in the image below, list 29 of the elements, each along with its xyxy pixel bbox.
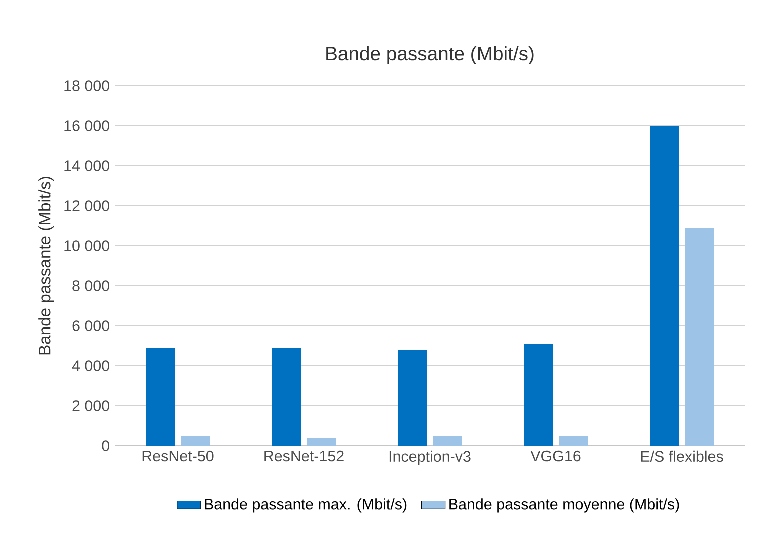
bar	[181, 436, 210, 446]
x-tick-label: VGG16	[530, 450, 581, 462]
bar	[685, 228, 714, 446]
y-tick-label: 16 000	[64, 120, 110, 132]
bar	[146, 348, 175, 446]
y-tick-label: 8 000	[72, 280, 110, 292]
y-tick-label: 14 000	[64, 160, 110, 172]
bar	[524, 344, 554, 446]
bar	[559, 436, 588, 446]
y-axis-title: Bande passante (Mbit/s)	[38, 177, 54, 355]
x-tick-label: ResNet-152	[264, 450, 344, 462]
bar	[398, 350, 427, 446]
y-tick-label: 4 000	[72, 360, 110, 372]
x-tick-label: E/S flexibles	[641, 450, 724, 462]
y-tick-label: 12 000	[64, 200, 110, 212]
legend-label: Bande passante max. (Mbit/s)	[205, 498, 407, 513]
y-tick-label: 6 000	[72, 320, 110, 332]
bar	[650, 126, 680, 446]
y-tick-label: 0	[102, 440, 110, 452]
x-tick-label: ResNet-50	[142, 450, 214, 462]
y-tick-label: 2 000	[72, 400, 110, 412]
legend-label: Bande passante moyenne (Mbit/s)	[450, 498, 680, 513]
bar	[307, 438, 336, 446]
bar	[272, 348, 302, 446]
chart-title: Bande passante (Mbit/s)	[326, 46, 534, 64]
y-tick-label: 18 000	[64, 80, 110, 92]
bar	[433, 436, 462, 446]
x-tick-label: Inception-v3	[390, 450, 471, 466]
y-tick-label: 10 000	[64, 240, 110, 252]
